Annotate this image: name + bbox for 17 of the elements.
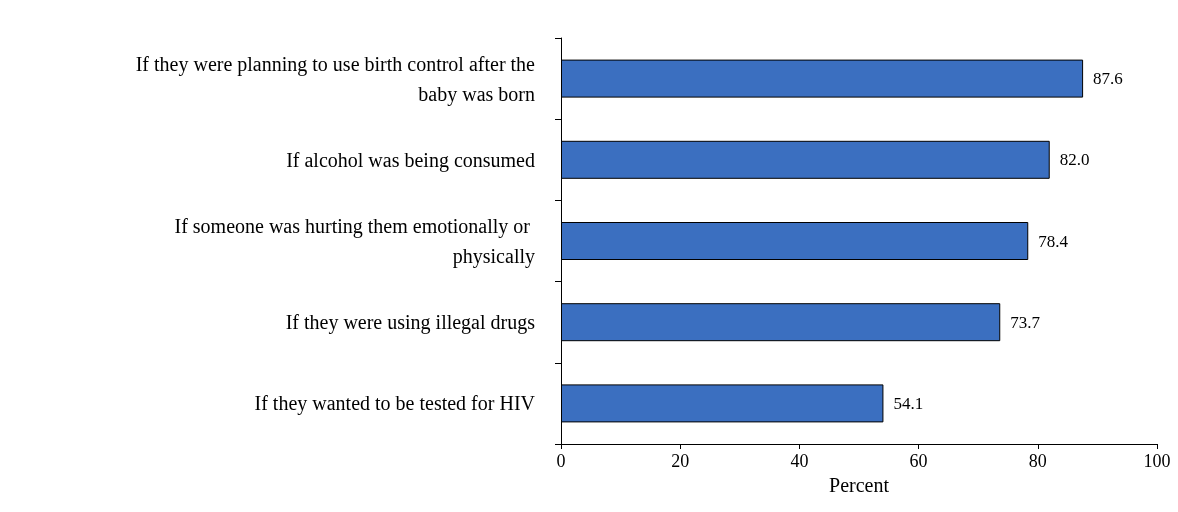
x-tick-label: 20 (671, 451, 690, 471)
y-tick-label: If they were using illegal drugs (285, 311, 536, 335)
y-tick-label: If they wanted to be tested for HIV (254, 392, 536, 416)
y-tick-label: If alcohol was being consumed (286, 148, 535, 172)
x-tick-label: 80 (1028, 451, 1047, 471)
data-label: 73.7 (1010, 312, 1041, 332)
x-tick-label: 0 (556, 451, 566, 471)
data-label: 87.6 (1093, 69, 1123, 89)
y-tick-label: If someone was hurting them emotionally or physically (174, 215, 535, 268)
x-tick-label: 60 (909, 451, 928, 471)
data-label: 78.4 (1038, 231, 1069, 251)
data-label: 54.1 (893, 393, 924, 413)
data-label: 82.0 (1059, 150, 1090, 170)
x-axis-title: Percent (829, 473, 890, 496)
x-tick-label: 100 (1143, 451, 1171, 471)
x-tick-label: 40 (790, 451, 809, 471)
y-tick-label: If they were planning to use birth control after the baby was born (135, 52, 536, 106)
